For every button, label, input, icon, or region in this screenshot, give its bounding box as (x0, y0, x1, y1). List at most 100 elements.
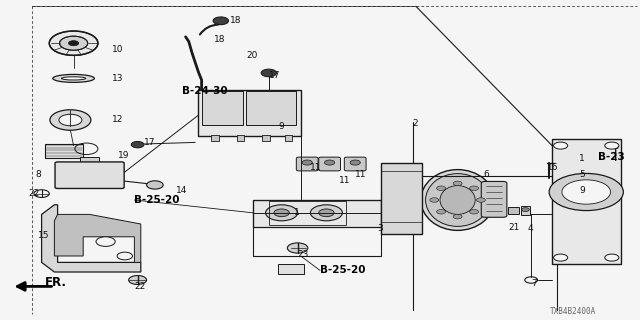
Text: 11: 11 (339, 176, 351, 185)
Text: 6: 6 (483, 170, 489, 179)
Circle shape (59, 114, 82, 126)
Text: 18: 18 (214, 36, 226, 44)
Text: 17: 17 (269, 71, 280, 80)
Circle shape (605, 254, 619, 261)
Text: 20: 20 (246, 52, 258, 60)
Circle shape (554, 254, 568, 261)
Text: 1: 1 (579, 154, 585, 163)
Text: 14: 14 (176, 186, 188, 195)
Text: 8: 8 (35, 170, 41, 179)
Bar (285, 135, 292, 141)
Text: 2: 2 (413, 119, 419, 128)
Circle shape (49, 31, 98, 55)
Circle shape (147, 181, 163, 189)
Circle shape (129, 276, 147, 284)
Ellipse shape (369, 210, 376, 218)
Circle shape (302, 160, 312, 165)
Circle shape (436, 210, 445, 214)
Circle shape (605, 142, 619, 149)
Circle shape (522, 208, 529, 212)
Circle shape (117, 252, 132, 260)
Bar (278, 264, 304, 274)
Circle shape (324, 160, 335, 165)
Text: 9: 9 (579, 186, 585, 195)
FancyBboxPatch shape (296, 157, 318, 171)
Circle shape (470, 210, 479, 214)
Polygon shape (54, 214, 141, 262)
Circle shape (96, 237, 115, 246)
Bar (253, 200, 381, 227)
Ellipse shape (440, 186, 475, 214)
Circle shape (287, 243, 308, 253)
Bar (211, 135, 219, 141)
Bar (237, 135, 244, 141)
Circle shape (453, 181, 462, 186)
Text: B-23: B-23 (598, 152, 625, 162)
Bar (508, 207, 519, 214)
Text: 17: 17 (144, 138, 156, 147)
Text: 11: 11 (355, 170, 367, 179)
Circle shape (476, 198, 485, 202)
Bar (552, 139, 621, 264)
Circle shape (319, 209, 334, 217)
Circle shape (554, 142, 568, 149)
Ellipse shape (426, 173, 490, 227)
Text: B-25-20: B-25-20 (320, 265, 365, 276)
Text: 12: 12 (112, 116, 124, 124)
Circle shape (453, 214, 462, 219)
Text: 7: 7 (531, 279, 537, 288)
Text: B-24-30: B-24-30 (182, 86, 228, 96)
Text: 18: 18 (230, 16, 242, 25)
Text: 16: 16 (547, 164, 559, 172)
Ellipse shape (365, 207, 380, 221)
Circle shape (310, 205, 342, 221)
Text: 19: 19 (118, 151, 130, 160)
Circle shape (60, 36, 88, 50)
Ellipse shape (421, 170, 495, 230)
FancyBboxPatch shape (481, 181, 507, 217)
Circle shape (261, 69, 276, 77)
Text: TXB4B2400A: TXB4B2400A (550, 308, 596, 316)
Text: FR.: FR. (45, 276, 67, 289)
Bar (381, 163, 422, 234)
Text: 22: 22 (134, 282, 146, 291)
Bar (202, 91, 243, 125)
Bar (45, 144, 83, 158)
Circle shape (562, 180, 611, 204)
FancyBboxPatch shape (344, 157, 366, 171)
Text: 9: 9 (278, 122, 284, 131)
Circle shape (213, 17, 228, 25)
Circle shape (266, 205, 298, 221)
Text: 1: 1 (294, 208, 300, 217)
Text: 22: 22 (29, 189, 40, 198)
Text: 4: 4 (528, 224, 534, 233)
Bar (253, 200, 381, 256)
Circle shape (436, 186, 445, 190)
Circle shape (274, 209, 289, 217)
Bar (262, 135, 270, 141)
Ellipse shape (53, 74, 95, 82)
Text: 21: 21 (509, 223, 520, 232)
Circle shape (470, 186, 479, 190)
Ellipse shape (61, 77, 86, 80)
FancyBboxPatch shape (55, 162, 124, 188)
FancyBboxPatch shape (319, 157, 340, 171)
Bar (521, 206, 530, 215)
Circle shape (430, 198, 439, 202)
Circle shape (68, 41, 79, 46)
Bar (198, 90, 301, 136)
Circle shape (50, 110, 91, 130)
Bar (246, 91, 296, 125)
Text: 3: 3 (378, 224, 383, 233)
Text: 13: 13 (112, 74, 124, 83)
Bar (80, 157, 99, 165)
Bar (269, 201, 346, 225)
Text: 10: 10 (112, 45, 124, 54)
Text: 11: 11 (310, 164, 322, 172)
Circle shape (350, 160, 360, 165)
Text: 5: 5 (579, 170, 585, 179)
Circle shape (131, 141, 144, 148)
Text: B-25-20: B-25-20 (134, 195, 180, 205)
Polygon shape (42, 205, 141, 272)
Text: 15: 15 (38, 231, 50, 240)
